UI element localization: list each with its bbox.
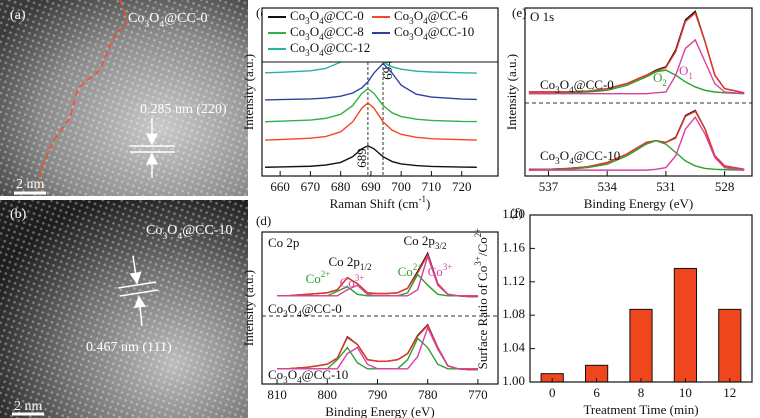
- superscript: -1: [418, 194, 426, 204]
- annotation: Co 2p1/2: [328, 254, 371, 272]
- x-tick-label: 780: [418, 387, 438, 402]
- x-tick-label: 800: [318, 387, 338, 402]
- bar: [630, 309, 652, 382]
- x-tick-label: 680: [331, 179, 351, 194]
- y-axis-label: Surface Ratio of Co3+/Co2+: [473, 228, 490, 370]
- superscript: 2+: [473, 228, 483, 238]
- series-line: [277, 328, 478, 369]
- subscript: 3: [555, 156, 560, 166]
- panel-label: (e): [512, 5, 526, 20]
- x-tick-label: 710: [422, 179, 442, 194]
- y-tick-label: 1.00: [502, 373, 525, 388]
- subscript: 3: [555, 85, 560, 95]
- x-axis-label: Raman Shift (cm-1): [330, 194, 431, 211]
- panel-label: (b): [10, 207, 27, 222]
- subscript: 4: [569, 85, 574, 95]
- scale-bar-label: 2 nm: [14, 399, 43, 414]
- annotation: Co 2p3/2: [403, 233, 446, 251]
- series-line: [277, 325, 478, 369]
- subscript: 1: [688, 71, 693, 81]
- x-tick-label: 537: [539, 179, 559, 194]
- y-tick-label: 1.16: [502, 239, 525, 254]
- lattice-texture: [0, 0, 248, 196]
- superscript: 3+: [443, 262, 453, 272]
- x-tick-label: 660: [270, 179, 290, 194]
- subscript: 3: [409, 32, 414, 42]
- x-tick-label: 790: [368, 387, 388, 402]
- y-tick-label: 1.12: [502, 273, 525, 288]
- d-spacing: 0.285 nm (220): [140, 102, 227, 117]
- annotation: Co3+: [428, 262, 453, 279]
- x-tick-label: 528: [715, 179, 735, 194]
- x-tick-label: 670: [301, 179, 321, 194]
- annotation: Co 2p: [268, 235, 299, 250]
- superscript: 2+: [413, 262, 423, 272]
- subscript: 3: [144, 19, 149, 30]
- x-axis-label: Binding Energy (eV): [325, 404, 435, 418]
- series-line: [265, 146, 477, 168]
- y-axis-label: Intensity (a.u.): [241, 54, 256, 130]
- x-tick-label: 700: [391, 179, 411, 194]
- scale-bar-label: 2 nm: [16, 177, 45, 192]
- x-tick-label: 0: [549, 385, 556, 400]
- subscript: 4: [297, 309, 302, 319]
- y-tick-label: 1.04: [502, 340, 525, 355]
- x-tick-label: 12: [723, 385, 736, 400]
- x-axis-label: Treatment Time (min): [583, 402, 698, 417]
- subscript: 2: [662, 78, 667, 88]
- d-spacing: 0.467 nm (111): [86, 340, 172, 355]
- y-axis-label: Intensity (a.u.): [504, 54, 519, 130]
- annotation: O2: [653, 70, 667, 88]
- bar: [719, 309, 741, 382]
- annotation: Co2+: [306, 269, 331, 286]
- x-axis-label: Binding Energy (eV): [584, 196, 694, 211]
- x-tick-label: 534: [597, 179, 617, 194]
- series-line: [277, 325, 478, 370]
- x-tick-label: 690: [361, 179, 381, 194]
- y-tick-label: 1.08: [502, 306, 525, 321]
- series-line: [265, 63, 477, 99]
- subscript: 4: [159, 19, 164, 30]
- x-tick-label: 720: [452, 179, 472, 194]
- x-tick-label: 6: [593, 385, 600, 400]
- superscript: 3+: [355, 273, 365, 283]
- superscript: 3+: [473, 256, 483, 266]
- series-line: [277, 338, 478, 368]
- y-axis-label: Intensity (a.u.): [241, 270, 256, 346]
- panel-label: (a): [10, 8, 26, 23]
- superscript: 2+: [321, 269, 331, 279]
- subscript: 3: [162, 231, 167, 242]
- figure: (a) Co3O4@CC-0 0.285 nm (220) 2 nm (b) C…: [0, 0, 760, 418]
- y-tick-label: 1.20: [502, 206, 525, 221]
- subscript: 4: [569, 156, 574, 166]
- subscript: 4: [177, 231, 182, 242]
- x-tick-label: 810: [267, 387, 287, 402]
- x-tick-label: 531: [656, 179, 676, 194]
- x-tick-label: 770: [468, 387, 488, 402]
- subscript: 1/2: [360, 262, 372, 272]
- x-tick-label: 8: [638, 385, 645, 400]
- panel-label: (d): [256, 213, 271, 228]
- reference-label: 689: [354, 148, 369, 168]
- annotation: O 1s: [530, 9, 554, 24]
- subscript: 4: [319, 48, 324, 58]
- reference-label: 694: [380, 60, 395, 80]
- subscript: 4: [423, 32, 428, 42]
- bar: [674, 268, 696, 382]
- annotation: Co3O4@CC-10: [268, 367, 348, 385]
- x-tick-label: 10: [679, 385, 692, 400]
- subscript: 3: [305, 48, 310, 58]
- panel-b: (b) Co3O4@CC-10 0.467 nm (111) 2 nm: [0, 200, 248, 418]
- subscript: 3: [283, 309, 288, 319]
- panel-a: (a) Co3O4@CC-0 0.285 nm (220) 2 nm: [0, 0, 248, 196]
- subscript: 3/2: [435, 241, 447, 251]
